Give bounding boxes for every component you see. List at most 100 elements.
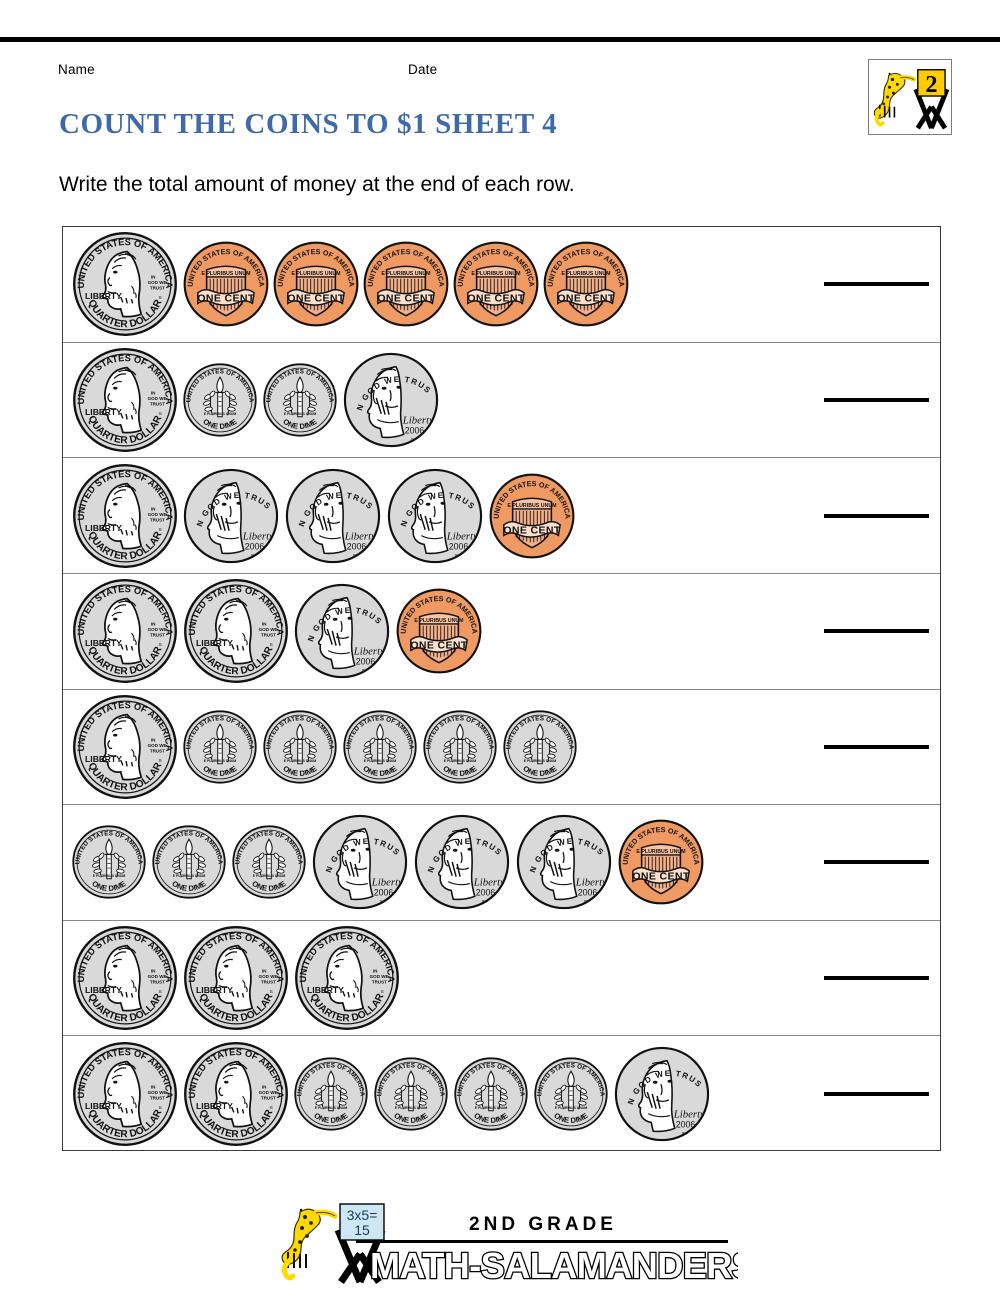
coin-quarter: UNITED STATES OF AMERICA QUARTER DOLLAR …: [71, 230, 179, 338]
coin-dime: UNITED STATES OF AMERICA ONE DIME E PLUR…: [182, 362, 258, 438]
svg-text:Liberty: Liberty: [575, 877, 607, 889]
coin-nickel: IN GOD WE TRUST Liberty 2006 S: [515, 813, 613, 911]
coin-quarter: UNITED STATES OF AMERICA QUARTER DOLLAR …: [293, 924, 401, 1032]
coin-quarter: UNITED STATES OF AMERICA QUARTER DOLLAR …: [71, 346, 179, 454]
svg-text:Liberty: Liberty: [371, 877, 403, 889]
svg-text:IN: IN: [151, 1085, 156, 1090]
coin-quarter: UNITED STATES OF AMERICA QUARTER DOLLAR …: [71, 462, 179, 570]
coin-dime: UNITED STATES OF AMERICA ONE DIME E PLUR…: [293, 1056, 369, 1132]
coin-nickel: IN GOD WE TRUST Liberty 2006 S: [386, 467, 484, 565]
svg-text:TRUST: TRUST: [261, 1096, 276, 1101]
svg-text:2006: 2006: [676, 1120, 696, 1130]
footer-site-text: MATH-SALAMANDERS.COM: [370, 1245, 738, 1286]
coin-penny: E PLURIBUS UNUM ONE CENT UNITED STATES O…: [488, 472, 576, 560]
svg-text:ONE DIME: ONE DIME: [441, 764, 478, 778]
coin-nickel: IN GOD WE TRUST Liberty 2006 S: [182, 467, 280, 565]
svg-text:S: S: [269, 642, 273, 648]
svg-text:E PLURIBUS UNUM: E PLURIBUS UNUM: [253, 875, 286, 879]
coin-penny: E PLURIBUS UNUM ONE CENT UNITED STATES O…: [362, 240, 450, 328]
svg-text:GOD WE: GOD WE: [148, 396, 167, 401]
svg-text:2006: 2006: [374, 888, 394, 898]
coin-penny: E PLURIBUS UNUM ONE CENT UNITED STATES O…: [182, 240, 270, 328]
answer-blank[interactable]: [824, 1092, 929, 1097]
coin-quarter: UNITED STATES OF AMERICA QUARTER DOLLAR …: [182, 577, 290, 685]
svg-text:Liberty: Liberty: [473, 877, 505, 889]
svg-text:ONE DIME: ONE DIME: [201, 417, 238, 431]
svg-text:Liberty: Liberty: [242, 530, 274, 542]
svg-text:E PLURIBUS UNUM: E PLURIBUS UNUM: [555, 1106, 588, 1110]
svg-text:E PLURIBUS UNUM: E PLURIBUS UNUM: [93, 875, 126, 879]
svg-text:S: S: [411, 437, 415, 443]
svg-text:IN: IN: [151, 391, 156, 396]
svg-text:LIBERTY: LIBERTY: [85, 754, 122, 764]
coin-nickel: IN GOD WE TRUST Liberty 2006 S: [293, 582, 391, 680]
coin-quarter: UNITED STATES OF AMERICA QUARTER DOLLAR …: [182, 1040, 290, 1148]
svg-text:ONE CENT: ONE CENT: [197, 293, 255, 305]
header-logo: 2: [868, 59, 952, 135]
answer-blank[interactable]: [824, 282, 929, 287]
answer-blank[interactable]: [824, 744, 929, 749]
svg-text:E PLURIBUS UNUM: E PLURIBUS UNUM: [381, 272, 431, 278]
svg-text:GOD WE: GOD WE: [148, 627, 167, 632]
coin-nickel: IN GOD WE TRUST Liberty 2006 S: [342, 351, 440, 449]
svg-text:TRUST: TRUST: [372, 979, 387, 984]
svg-text:IN: IN: [151, 622, 156, 627]
answer-blank[interactable]: [824, 397, 929, 402]
svg-text:2006: 2006: [578, 888, 598, 898]
coin-dime: UNITED STATES OF AMERICA ONE DIME E PLUR…: [262, 362, 338, 438]
svg-text:TRUST: TRUST: [150, 286, 165, 291]
coin-dime: UNITED STATES OF AMERICA ONE DIME E PLUR…: [453, 1056, 529, 1132]
svg-text:E PLURIBUS UNUM: E PLURIBUS UNUM: [507, 503, 557, 509]
coin-quarter: UNITED STATES OF AMERICA QUARTER DOLLAR …: [182, 924, 290, 1032]
svg-text:TRUST: TRUST: [150, 1096, 165, 1101]
svg-text:E PLURIBUS UNUM: E PLURIBUS UNUM: [291, 272, 341, 278]
svg-text:GOD WE: GOD WE: [259, 1090, 278, 1095]
top-rule-divider: [0, 37, 1000, 42]
svg-text:LIBERTY: LIBERTY: [85, 523, 122, 533]
salamander-easel-grade-2-icon: 2: [869, 60, 951, 134]
svg-text:E PLURIBUS UNUM: E PLURIBUS UNUM: [284, 412, 317, 416]
svg-text:Liberty: Liberty: [673, 1109, 705, 1121]
svg-text:GOD WE: GOD WE: [148, 743, 167, 748]
coin-penny: E PLURIBUS UNUM ONE CENT UNITED STATES O…: [395, 587, 483, 675]
svg-text:TRUST: TRUST: [261, 979, 276, 984]
svg-text:S: S: [380, 989, 384, 995]
svg-text:ONE CENT: ONE CENT: [557, 293, 615, 305]
svg-text:E PLURIBUS UNUM: E PLURIBUS UNUM: [444, 759, 477, 763]
coin-dime: UNITED STATES OF AMERICA ONE DIME E PLUR…: [262, 709, 338, 785]
svg-text:Liberty: Liberty: [446, 530, 478, 542]
svg-text:IN: IN: [373, 969, 378, 974]
instruction-text: Write the total amount of money at the e…: [59, 173, 575, 196]
footer-grade-text: 2ND GRADE: [469, 1214, 617, 1235]
svg-text:TRUST: TRUST: [261, 633, 276, 638]
svg-text:TRUST: TRUST: [150, 979, 165, 984]
svg-text:E PLURIBUS UNUM: E PLURIBUS UNUM: [204, 412, 237, 416]
svg-text:E PLURIBUS UNUM: E PLURIBUS UNUM: [636, 850, 686, 856]
svg-text:2006: 2006: [405, 425, 425, 435]
answer-blank[interactable]: [824, 976, 929, 981]
svg-text:ONE DIME: ONE DIME: [201, 764, 238, 778]
coin-dime: UNITED STATES OF AMERICA ONE DIME E PLUR…: [422, 709, 498, 785]
svg-text:LIBERTY: LIBERTY: [85, 1101, 122, 1111]
svg-text:ONE DIME: ONE DIME: [521, 764, 558, 778]
answer-blank[interactable]: [824, 513, 929, 518]
answer-blank[interactable]: [824, 629, 929, 634]
page-title: COUNT THE COINS TO $1 SHEET 4: [59, 108, 558, 140]
svg-text:IN: IN: [151, 969, 156, 974]
svg-text:S: S: [158, 1105, 162, 1111]
coin-penny: E PLURIBUS UNUM ONE CENT UNITED STATES O…: [452, 240, 540, 328]
svg-text:ONE DIME: ONE DIME: [281, 417, 318, 431]
svg-text:S: S: [158, 527, 162, 533]
svg-text:ONE CENT: ONE CENT: [467, 293, 525, 305]
date-label: Date: [408, 62, 438, 77]
answer-blank[interactable]: [824, 860, 929, 865]
coin-dime: UNITED STATES OF AMERICA ONE DIME E PLUR…: [533, 1056, 609, 1132]
svg-text:IN: IN: [151, 506, 156, 511]
svg-text:ONE DIME: ONE DIME: [312, 1111, 349, 1125]
table-row: UNITED STATES OF AMERICA QUARTER DOLLAR …: [63, 690, 940, 806]
svg-text:ONE DIME: ONE DIME: [472, 1111, 509, 1125]
svg-text:E PLURIBUS UNUM: E PLURIBUS UNUM: [414, 618, 464, 624]
table-row: UNITED STATES OF AMERICA QUARTER DOLLAR …: [63, 1036, 940, 1152]
svg-text:E PLURIBUS UNUM: E PLURIBUS UNUM: [475, 1106, 508, 1110]
svg-text:S: S: [584, 900, 588, 906]
